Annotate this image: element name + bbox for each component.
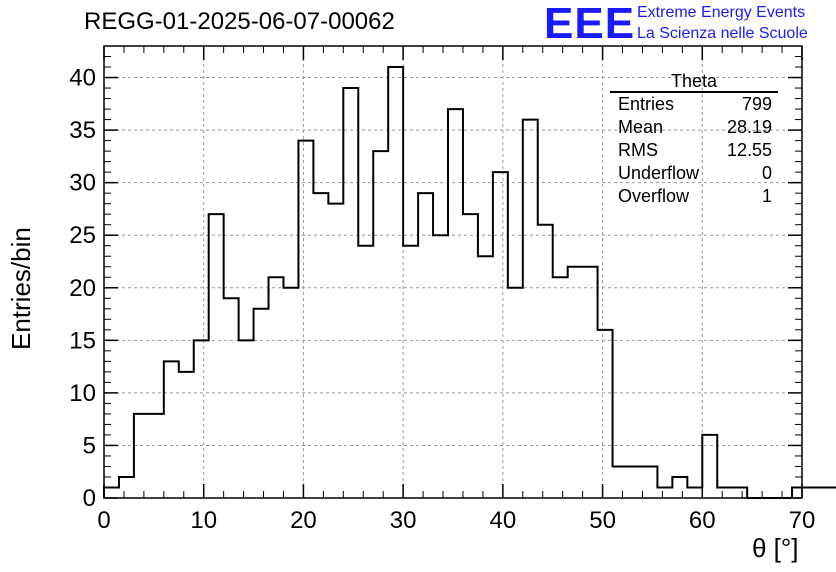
histogram-bin [224, 298, 239, 498]
histogram-outline [103, 66, 836, 499]
x-tick-label: 10 [190, 507, 217, 534]
y-tick-label: 10 [69, 380, 96, 407]
histogram-bin [657, 487, 672, 498]
histogram-bin [373, 151, 388, 498]
histogram-bin [313, 193, 328, 498]
histogram-bin [104, 487, 119, 498]
histogram-bin [298, 141, 313, 498]
stats-value: 12.55 [726, 140, 772, 160]
y-tick-label: 5 [83, 432, 96, 459]
stats-value: 28.19 [726, 117, 772, 137]
x-tick-label: 50 [589, 507, 616, 534]
histogram-bin [732, 487, 747, 498]
histogram-bin [478, 256, 493, 498]
histogram-bin [119, 477, 134, 498]
histogram-bin [822, 487, 836, 498]
x-axis-label: θ [°] [752, 533, 799, 563]
histogram-bin [254, 309, 269, 498]
histogram-bin [134, 414, 149, 498]
x-tick-label: 40 [490, 507, 517, 534]
histogram-bin [358, 246, 373, 498]
stats-row-rms: RMS 12.55 [610, 139, 778, 162]
histogram-bin [194, 340, 209, 498]
stats-label: Overflow [618, 186, 690, 206]
histogram-bin [792, 487, 807, 498]
y-tick-label: 25 [69, 222, 96, 249]
y-axis-label: Entries/bin [6, 227, 36, 350]
stats-value: 799 [741, 94, 772, 114]
x-tick-label: 30 [390, 507, 417, 534]
histogram-bin [672, 477, 687, 498]
stats-box: Theta Entries 799 Mean 28.19 RMS 12.55 U… [610, 72, 778, 208]
stats-row-underflow: Underflow 0 [610, 162, 778, 185]
stats-label: Entries [618, 94, 675, 114]
histogram-bin [433, 235, 448, 498]
histogram-bin [583, 267, 598, 498]
stats-label: Underflow [618, 163, 700, 183]
histogram-bin [568, 267, 583, 498]
histogram-bin [717, 487, 732, 498]
stats-label: RMS [618, 140, 658, 160]
histogram-bin [283, 288, 298, 498]
histogram-bin [239, 340, 254, 498]
eee-logo: EEE [544, 0, 636, 48]
histogram-bin [807, 487, 822, 498]
histogram-bin [523, 120, 538, 498]
y-tick-label: 0 [83, 485, 96, 512]
chart-title: REGG-01-2025-06-07-00062 [84, 8, 395, 35]
stats-label: Mean [618, 117, 664, 137]
histogram-bin [209, 214, 224, 498]
stats-value: 0 [761, 163, 772, 183]
plot-frame [103, 45, 803, 499]
histogram-bin [613, 466, 628, 498]
grid-lines [104, 46, 802, 498]
histogram-bin [149, 414, 164, 498]
histogram-bin [493, 172, 508, 498]
histogram-bin [343, 88, 358, 498]
histogram-bin [328, 204, 343, 498]
logo-line-1: Extreme Energy Events [637, 4, 806, 21]
histogram-bin [628, 466, 643, 498]
histogram-bin [687, 487, 702, 498]
histogram-bin [508, 288, 523, 498]
histogram-bin [553, 277, 568, 498]
y-tick-label: 40 [69, 65, 96, 92]
y-tick-label: 15 [69, 327, 96, 354]
histogram-bin [538, 225, 553, 498]
histogram-bin [463, 214, 478, 498]
histogram-bin [179, 372, 194, 498]
logo-line-2: La Scienza nelle Scuole [637, 25, 808, 42]
histogram-bin [388, 67, 403, 498]
histogram-bin [403, 246, 418, 498]
x-tick-label: 0 [97, 507, 110, 534]
stats-row-entries: Entries 799 [610, 93, 778, 116]
stats-row-mean: Mean 28.19 [610, 116, 778, 139]
y-tick-label: 30 [69, 170, 96, 197]
axis-ticks [103, 45, 803, 499]
histogram-bin [448, 109, 463, 498]
histogram-bin [418, 193, 433, 498]
histogram-bin [269, 277, 284, 498]
histogram-bin [164, 361, 179, 498]
histogram-bin [598, 330, 613, 498]
y-tick-label: 35 [69, 117, 96, 144]
stats-title: Theta [610, 72, 778, 93]
histogram-bin [702, 435, 717, 498]
stats-row-overflow: Overflow 1 [610, 185, 778, 208]
x-tick-label: 70 [789, 507, 816, 534]
stats-value: 1 [761, 186, 772, 206]
x-tick-label: 20 [290, 507, 317, 534]
y-tick-label: 20 [69, 275, 96, 302]
x-tick-label: 60 [689, 507, 716, 534]
histogram-bin [642, 466, 657, 498]
